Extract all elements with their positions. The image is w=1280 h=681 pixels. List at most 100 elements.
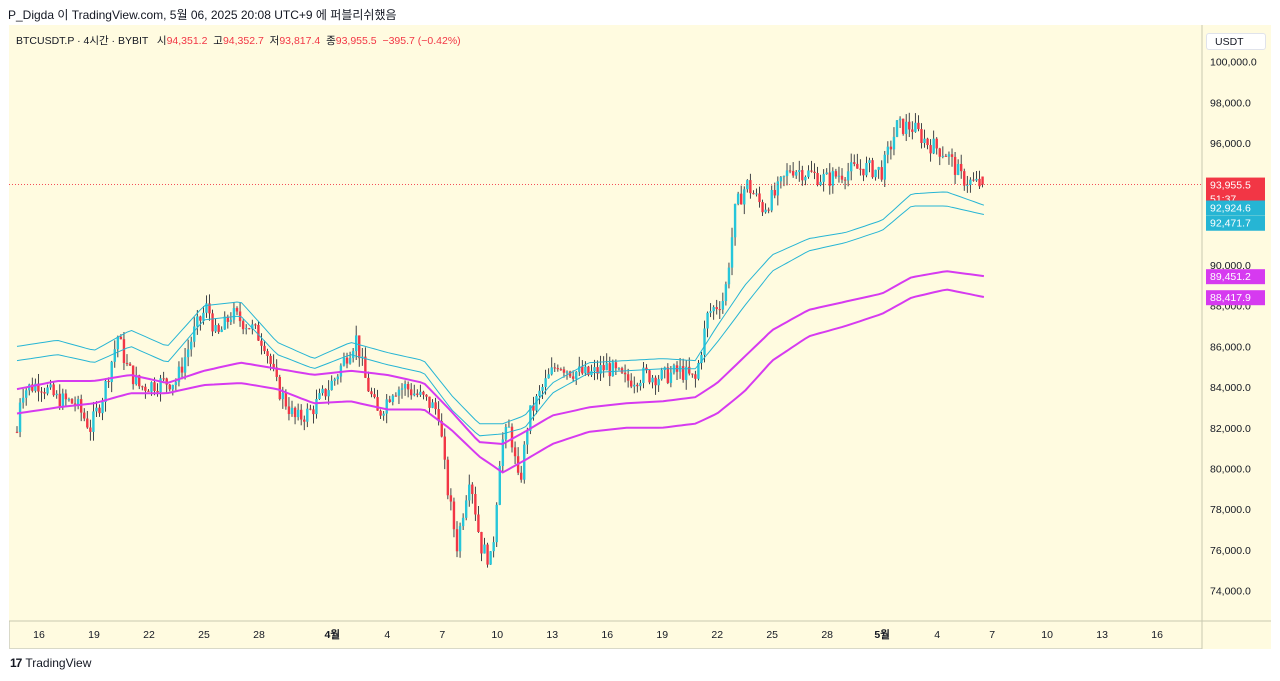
candle-up — [877, 166, 880, 179]
candle-body — [199, 316, 202, 321]
candle-body — [587, 366, 590, 376]
plot-area[interactable]: 74,000.0 76,000.0 78,000.0 80,000.0 82,000.0… — [9, 25, 1271, 649]
candle-up — [669, 366, 673, 388]
tradingview-logo[interactable]: 17 TradingView — [10, 656, 91, 670]
candle-up — [196, 309, 199, 335]
candle-down — [303, 415, 306, 431]
candle-body — [865, 163, 868, 176]
candle-body — [611, 362, 615, 377]
candle-body — [15, 431, 19, 433]
candle-up — [403, 380, 407, 396]
candle-body — [244, 328, 248, 330]
y-tick-label: 86,000.0 — [1210, 341, 1251, 353]
candle-body — [144, 386, 147, 391]
candle-down — [853, 154, 856, 167]
x-tick-label: 28 — [253, 629, 265, 641]
candle-body — [660, 370, 663, 380]
candle-down — [602, 356, 605, 378]
candle-body — [889, 146, 893, 150]
candle-body — [562, 369, 566, 373]
candle-body — [223, 316, 226, 330]
x-tick-label: 10 — [1041, 629, 1053, 641]
candle-down — [388, 395, 391, 403]
candle-up — [318, 388, 321, 400]
candle-body — [318, 393, 321, 400]
candle-down — [963, 168, 966, 191]
candle-body — [281, 392, 285, 400]
candle-down — [443, 428, 446, 470]
candle-body — [61, 393, 65, 408]
candle-body — [959, 163, 963, 172]
candle-body — [278, 376, 281, 400]
candle-up — [431, 399, 434, 409]
candle-body — [31, 384, 34, 391]
candle-down — [556, 364, 560, 372]
currency-selector[interactable]: USDT — [1206, 33, 1266, 50]
candle-down — [645, 364, 648, 374]
candle-up — [593, 359, 596, 381]
candle-body — [837, 175, 841, 177]
candle-body — [406, 384, 410, 390]
candle-down — [718, 301, 721, 320]
y-tick-label: 98,000.0 — [1210, 97, 1251, 109]
candle-up — [574, 371, 578, 385]
candle-body — [526, 430, 529, 445]
candle-down — [324, 388, 327, 400]
candle-body — [743, 189, 746, 205]
high-label: 고 — [213, 35, 223, 47]
candle-body — [165, 378, 168, 385]
price-chart[interactable]: 74,000.0 76,000.0 78,000.0 80,000.0 82,000.0… — [9, 25, 1271, 649]
candle-up — [941, 146, 945, 159]
candle-body — [24, 390, 28, 398]
candle-down — [180, 357, 184, 380]
candle-body — [828, 172, 831, 186]
candle-body — [810, 170, 813, 172]
candle-down — [828, 163, 831, 195]
candle-body — [724, 284, 728, 302]
candle-body — [694, 374, 697, 379]
candle-down — [440, 413, 443, 438]
candle-down — [422, 390, 425, 400]
candle-body — [113, 349, 116, 362]
candle-up — [214, 318, 217, 333]
candle-body — [321, 388, 324, 394]
candle-body — [446, 459, 450, 496]
candle-down — [901, 118, 905, 136]
candle-body — [119, 336, 123, 340]
candle-down — [840, 168, 844, 184]
candle-down — [791, 162, 795, 178]
candle-body — [269, 355, 272, 364]
candle-body — [956, 163, 960, 175]
candle-down — [623, 364, 627, 383]
candle-down — [165, 377, 168, 394]
candle-body — [382, 413, 385, 416]
candle-body — [700, 354, 703, 364]
candle-body — [914, 122, 917, 132]
candle-body — [358, 335, 361, 359]
price-axis-area — [1202, 25, 1271, 649]
candle-down — [981, 176, 984, 188]
candle-body — [703, 328, 706, 355]
candle-body — [495, 504, 498, 543]
candle-up — [229, 312, 233, 326]
candle-body — [92, 411, 95, 432]
candle-down — [345, 352, 349, 369]
candle-body — [669, 372, 673, 383]
candle-body — [849, 162, 853, 172]
candle-up — [464, 495, 468, 521]
symbol-label[interactable]: BTCUSDT.P · 4시간 · BYBIT — [16, 35, 149, 47]
candle-body — [904, 121, 908, 134]
teal-lower-tag-bg — [1206, 215, 1265, 231]
candle-down — [37, 373, 40, 402]
candle-body — [880, 167, 883, 180]
candle-down — [122, 332, 126, 371]
candle-up — [923, 129, 926, 148]
candle-up — [498, 460, 501, 506]
candle-up — [327, 380, 330, 405]
candle-body — [712, 307, 715, 312]
candle-body — [67, 399, 71, 401]
candle-body — [721, 301, 725, 310]
x-tick-label: 7 — [439, 629, 445, 641]
candle-up — [709, 303, 712, 318]
candle-body — [926, 138, 929, 146]
